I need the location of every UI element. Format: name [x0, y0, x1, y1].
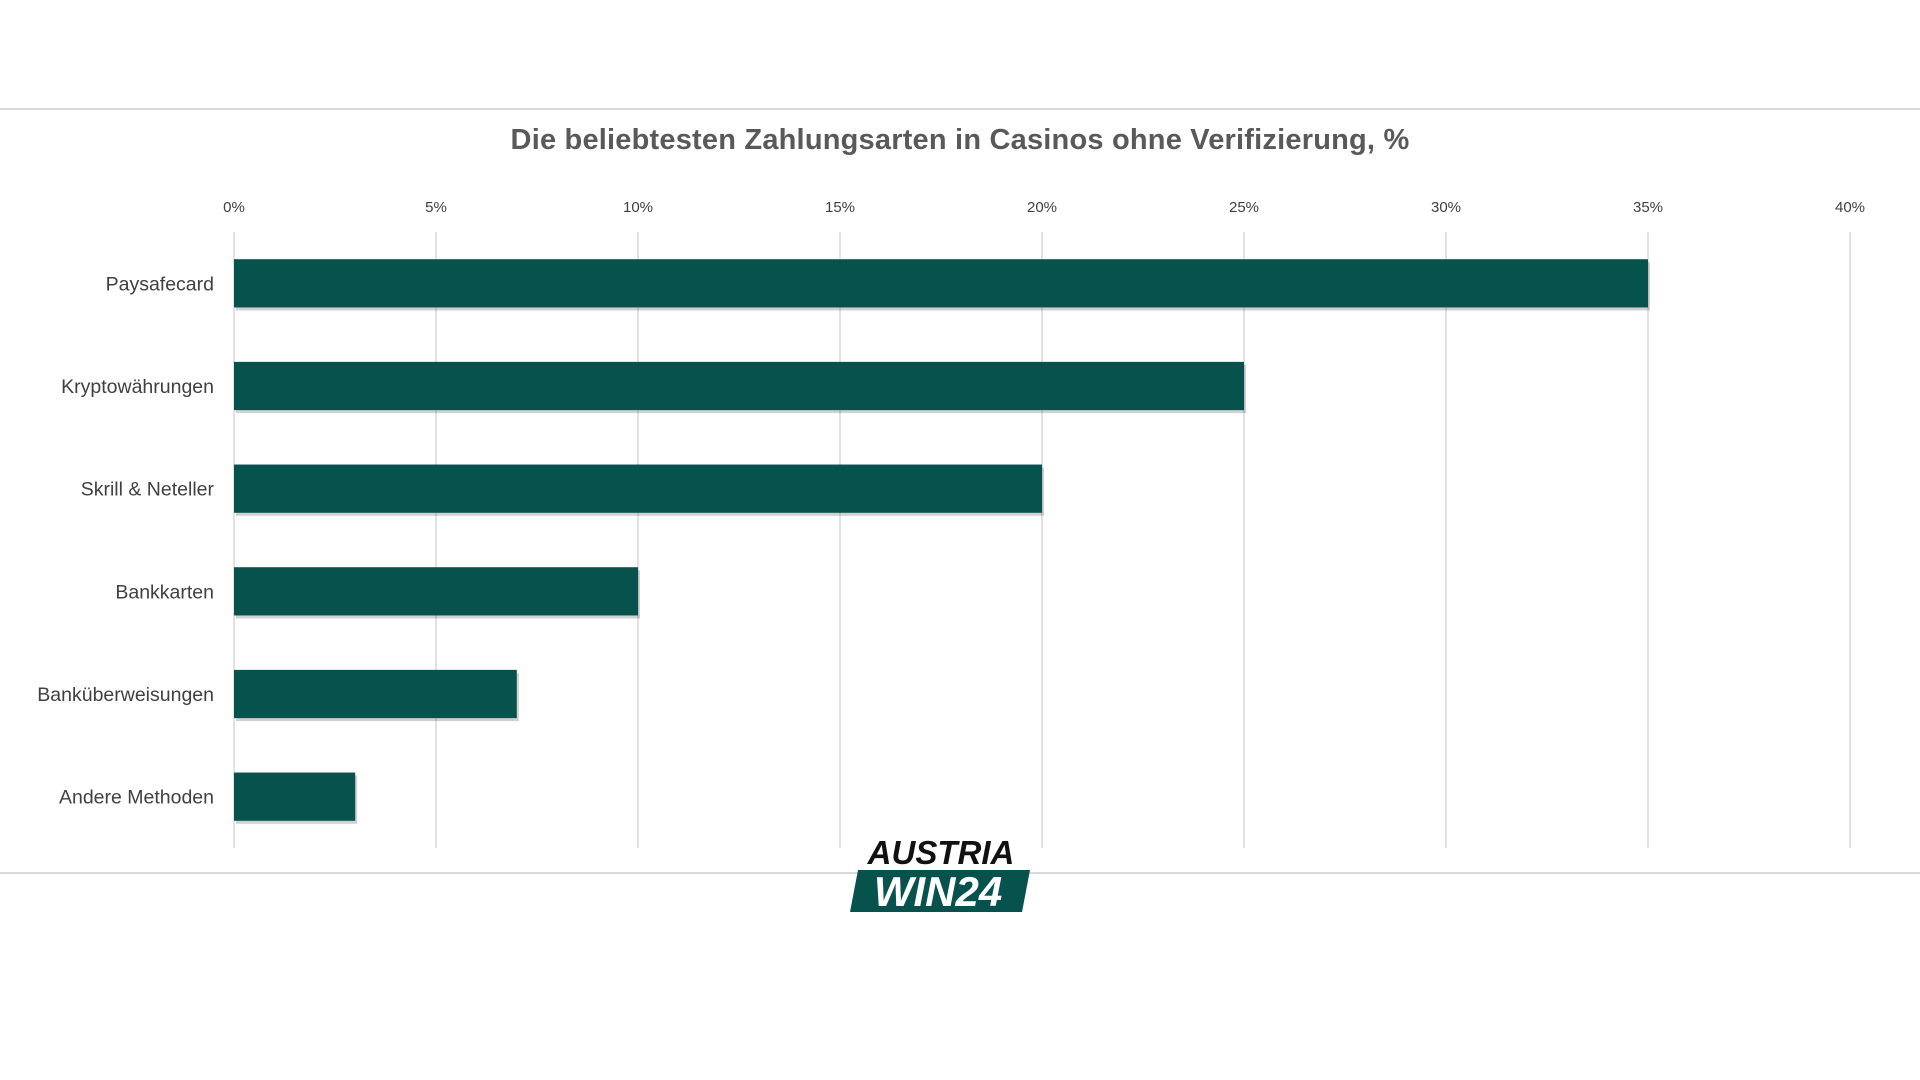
- category-label: Paysafecard: [106, 273, 214, 295]
- category-labels: Paysafecard Kryptowährungen Skrill & Netel…: [37, 273, 214, 808]
- x-tick-label: 0%: [223, 199, 245, 216]
- x-tick-label: 5%: [425, 199, 447, 216]
- x-tick-label: 20%: [1027, 199, 1057, 216]
- bar: [234, 567, 638, 616]
- category-label: Skrill & Neteller: [81, 479, 215, 501]
- bar: [234, 772, 356, 821]
- bar: [234, 669, 517, 719]
- x-tick-label: 10%: [623, 199, 653, 216]
- logo-banner: [850, 870, 1030, 912]
- x-tick-label: 40%: [1835, 199, 1865, 216]
- category-label: Andere Methoden: [59, 787, 214, 809]
- bars: [234, 259, 1650, 824]
- austria-win24-logo: AUSTRIA WIN24: [850, 834, 1030, 914]
- x-tick-label: 25%: [1229, 199, 1259, 216]
- category-label: Kryptowährungen: [61, 376, 214, 398]
- bar: [234, 361, 1244, 411]
- x-tick-label: 35%: [1633, 199, 1663, 216]
- bar: [234, 259, 1648, 308]
- logo-line-2: WIN24: [874, 868, 1002, 914]
- x-tick-label: 30%: [1431, 199, 1461, 216]
- x-axis-ticks: 0% 5% 10% 15% 20% 25% 30% 35% 40%: [223, 199, 1865, 216]
- category-label: Banküberweisungen: [37, 684, 214, 706]
- category-label: Bankkarten: [115, 581, 214, 603]
- gridlines: [233, 232, 1851, 848]
- bar: [234, 464, 1042, 513]
- top-divider: [0, 108, 1920, 110]
- x-tick-label: 15%: [825, 199, 855, 216]
- logo-line-1: AUSTRIA: [867, 834, 1015, 871]
- chart-title: Die beliebtesten Zahlungsarten in Casino…: [510, 124, 1410, 156]
